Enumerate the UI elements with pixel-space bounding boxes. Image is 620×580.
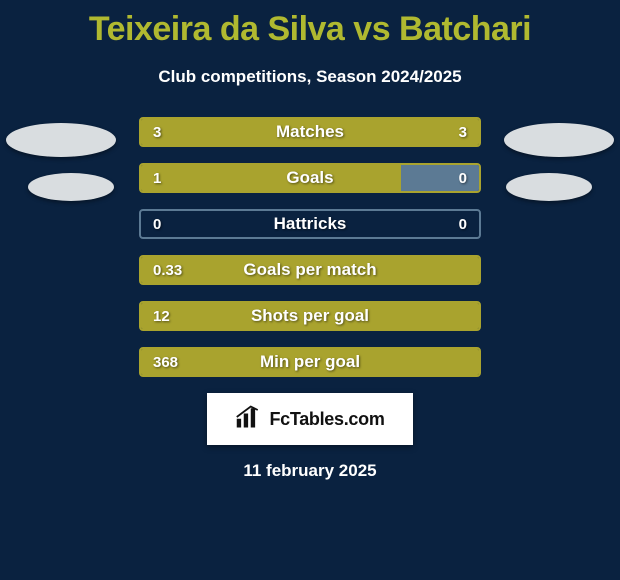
date-text: 11 february 2025 <box>0 461 620 481</box>
stat-label: Matches <box>141 119 479 145</box>
stat-row: 12Shots per goal <box>139 301 481 331</box>
stat-row: 10Goals <box>139 163 481 193</box>
stat-row: 368Min per goal <box>139 347 481 377</box>
stat-label: Goals per match <box>141 257 479 283</box>
stat-label: Goals <box>141 165 479 191</box>
bar-chart-icon <box>235 405 263 434</box>
avatar-left-2 <box>28 173 114 201</box>
comparison-panel: 33Matches 10Goals 00Hattricks 0.33Goals per… <box>0 117 620 377</box>
logo-box: FcTables.com <box>207 393 413 445</box>
stat-bars: 33Matches 10Goals 00Hattricks 0.33Goals per… <box>139 117 481 377</box>
logo-text: FcTables.com <box>269 409 384 430</box>
avatar-right-1 <box>504 123 614 157</box>
stat-label: Hattricks <box>141 211 479 237</box>
stat-row: 00Hattricks <box>139 209 481 239</box>
stat-label: Min per goal <box>141 349 479 375</box>
avatar-right-2 <box>506 173 592 201</box>
page-title: Teixeira da Silva vs Batchari <box>0 0 620 49</box>
avatar-left-1 <box>6 123 116 157</box>
stat-row: 0.33Goals per match <box>139 255 481 285</box>
stat-row: 33Matches <box>139 117 481 147</box>
subtitle: Club competitions, Season 2024/2025 <box>0 67 620 87</box>
stat-label: Shots per goal <box>141 303 479 329</box>
